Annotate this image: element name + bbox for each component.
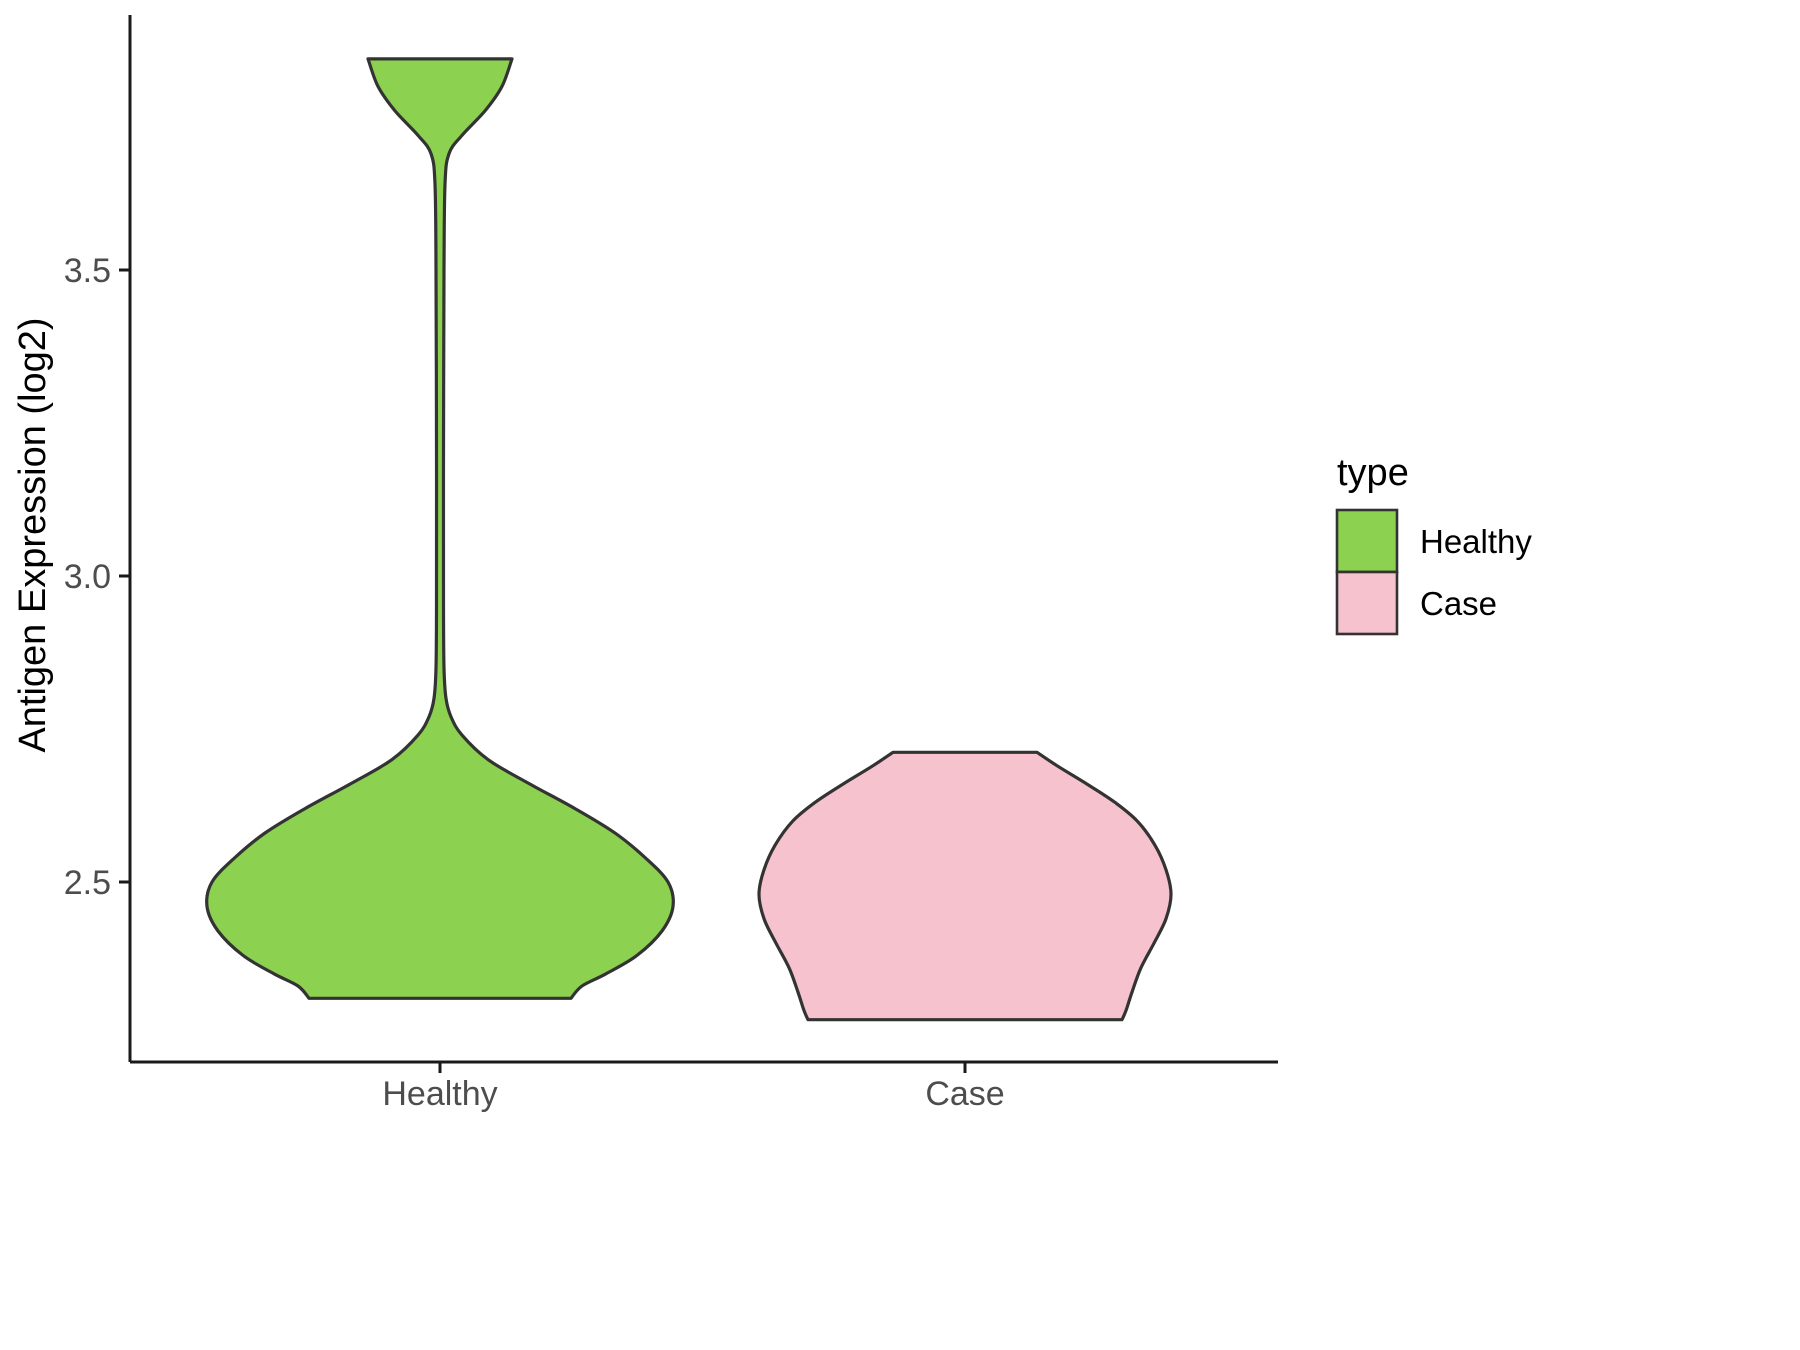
- legend-swatch-case: [1335, 570, 1399, 636]
- legend-title: type: [1337, 452, 1409, 494]
- legend-label-healthy: Healthy: [1420, 523, 1532, 560]
- y-tick-label-2: 2.5: [64, 864, 111, 902]
- violin-case: [757, 750, 1173, 1022]
- x-category-label-healthy: Healthy: [382, 1075, 497, 1113]
- x-category-label-case: Case: [925, 1075, 1004, 1113]
- y-tick-label-1: 3.0: [64, 558, 111, 596]
- legend-label-case: Case: [1420, 585, 1497, 622]
- violin-healthy: [205, 57, 675, 1000]
- y-tick-label-0: 3.5: [64, 252, 111, 290]
- y-axis-title: Antigen Expression (log2): [12, 317, 54, 752]
- legend-swatch-healthy: [1335, 508, 1399, 574]
